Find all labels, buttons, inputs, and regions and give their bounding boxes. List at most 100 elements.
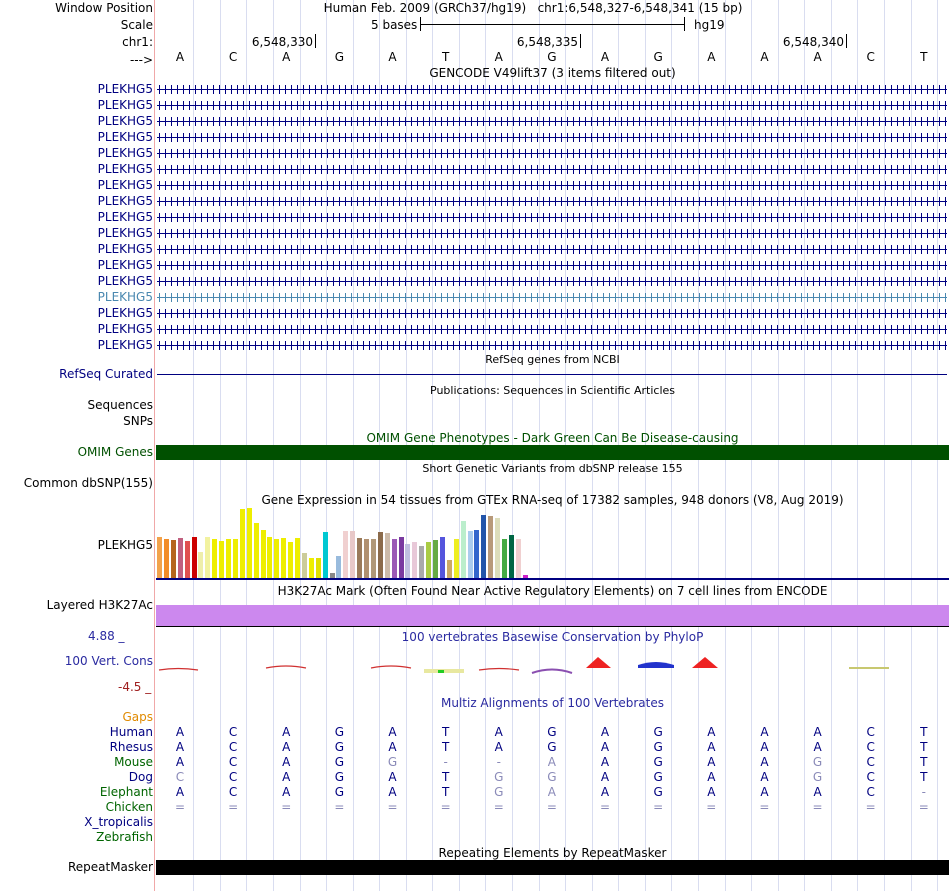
- gtex-tissue-bar[interactable]: [474, 530, 480, 578]
- gtex-tissue-bar[interactable]: [212, 539, 218, 578]
- gtex-tissue-bar[interactable]: [267, 537, 273, 578]
- gencode-transcript[interactable]: [157, 325, 947, 334]
- gtex-tissue-bar[interactable]: [343, 531, 349, 578]
- multiz-species-label[interactable]: Rhesus: [109, 740, 153, 754]
- gtex-tissue-bar[interactable]: [405, 544, 411, 578]
- gencode-gene-label[interactable]: PLEKHG5: [97, 162, 153, 176]
- gtex-tissue-bar[interactable]: [460, 521, 466, 578]
- gencode-transcript[interactable]: [157, 165, 947, 174]
- gtex-tissue-bar[interactable]: [522, 575, 528, 578]
- gtex-tissue-bar[interactable]: [157, 537, 162, 578]
- gtex-tissue-bar[interactable]: [315, 558, 321, 578]
- gencode-transcript[interactable]: [157, 213, 947, 222]
- omim-gene-bar[interactable]: [156, 445, 949, 460]
- gtex-tissue-bar[interactable]: [253, 523, 259, 578]
- gtex-tissue-bar[interactable]: [439, 537, 445, 578]
- gtex-tissue-bar[interactable]: [260, 530, 266, 578]
- gtex-tissue-bar[interactable]: [226, 539, 231, 578]
- gtex-tissue-bar[interactable]: [508, 535, 514, 578]
- gtex-tissue-bar[interactable]: [336, 556, 342, 578]
- gtex-tissue-bar[interactable]: [205, 537, 211, 578]
- gtex-tissue-bar[interactable]: [495, 518, 501, 578]
- phylop-conservation-plot[interactable]: [156, 645, 949, 680]
- multiz-species-label[interactable]: Chicken: [105, 800, 153, 814]
- gtex-tissue-bar[interactable]: [467, 531, 473, 578]
- gtex-tissue-bar[interactable]: [219, 541, 225, 578]
- gtex-tissue-bar[interactable]: [198, 552, 204, 578]
- gtex-tissue-bar[interactable]: [281, 538, 287, 578]
- gtex-tissue-bar[interactable]: [515, 539, 521, 578]
- gencode-gene-label[interactable]: PLEKHG5: [97, 130, 153, 144]
- multiz-species-label[interactable]: Human: [109, 725, 153, 739]
- gencode-transcript[interactable]: [157, 293, 947, 302]
- gtex-tissue-bar[interactable]: [288, 542, 294, 578]
- repeatmasker-label[interactable]: RepeatMasker: [67, 860, 153, 874]
- publications-sequences-label[interactable]: Sequences: [87, 398, 153, 412]
- gtex-tissue-bar[interactable]: [184, 541, 190, 578]
- gencode-gene-label[interactable]: PLEKHG5: [97, 242, 153, 256]
- gtex-tissue-bar[interactable]: [329, 573, 335, 578]
- gtex-tissue-bar[interactable]: [446, 560, 452, 578]
- gencode-gene-label[interactable]: PLEKHG5: [97, 274, 153, 288]
- multiz-species-label[interactable]: Elephant: [99, 785, 153, 799]
- gencode-transcript[interactable]: [157, 85, 947, 94]
- gtex-tissue-bar[interactable]: [170, 540, 176, 578]
- gtex-tissue-bar[interactable]: [177, 538, 183, 578]
- gtex-tissue-bar[interactable]: [384, 533, 390, 578]
- gtex-tissue-bar[interactable]: [433, 540, 438, 578]
- gtex-tissue-bar[interactable]: [239, 509, 245, 578]
- gtex-bar-chart[interactable]: [156, 508, 949, 578]
- gtex-tissue-bar[interactable]: [391, 539, 397, 578]
- gtex-tissue-bar[interactable]: [370, 539, 376, 578]
- gencode-gene-label[interactable]: PLEKHG5: [97, 82, 153, 96]
- gencode-gene-label[interactable]: PLEKHG5: [97, 322, 153, 336]
- gtex-tissue-bar[interactable]: [357, 538, 363, 578]
- gencode-transcript[interactable]: [157, 117, 947, 126]
- gencode-gene-label[interactable]: PLEKHG5: [97, 178, 153, 192]
- h3k27ac-signal-bar[interactable]: [156, 605, 949, 626]
- gtex-tissue-bar[interactable]: [426, 542, 432, 578]
- gencode-transcript[interactable]: [157, 229, 947, 238]
- gencode-transcript[interactable]: [157, 181, 947, 190]
- gtex-tissue-bar[interactable]: [163, 539, 169, 578]
- gtex-tissue-bar[interactable]: [295, 538, 300, 578]
- refseq-gene-line[interactable]: [157, 374, 947, 375]
- multiz-species-label[interactable]: Zebrafish: [96, 830, 153, 844]
- refseq-curated-label[interactable]: RefSeq Curated: [59, 367, 153, 381]
- gencode-gene-label[interactable]: PLEKHG5: [97, 338, 153, 352]
- gtex-tissue-bar[interactable]: [377, 532, 383, 578]
- gtex-tissue-bar[interactable]: [502, 539, 507, 578]
- gencode-gene-label[interactable]: PLEKHG5: [97, 290, 153, 304]
- gtex-tissue-bar[interactable]: [350, 531, 356, 578]
- gtex-tissue-bar[interactable]: [322, 532, 328, 578]
- gencode-gene-label[interactable]: PLEKHG5: [97, 306, 153, 320]
- gencode-gene-label[interactable]: PLEKHG5: [97, 194, 153, 208]
- omim-genes-label[interactable]: OMIM Genes: [77, 445, 153, 459]
- gencode-gene-label[interactable]: PLEKHG5: [97, 98, 153, 112]
- gtex-tissue-bar[interactable]: [364, 539, 369, 578]
- gtex-tissue-bar[interactable]: [274, 539, 280, 578]
- gencode-gene-label[interactable]: PLEKHG5: [97, 210, 153, 224]
- gtex-tissue-bar[interactable]: [246, 508, 252, 578]
- gtex-tissue-bar[interactable]: [398, 537, 404, 578]
- gtex-gene-label[interactable]: PLEKHG5: [97, 538, 153, 552]
- gencode-transcript[interactable]: [157, 149, 947, 158]
- gencode-gene-label[interactable]: PLEKHG5: [97, 258, 153, 272]
- repeatmasker-element-bar[interactable]: [156, 860, 949, 875]
- gtex-tissue-bar[interactable]: [412, 542, 418, 578]
- gencode-transcript[interactable]: [157, 245, 947, 254]
- gtex-tissue-bar[interactable]: [419, 546, 425, 578]
- multiz-species-label[interactable]: Dog: [128, 770, 153, 784]
- dbsnp-label[interactable]: Common dbSNP(155): [23, 476, 153, 490]
- gtex-tissue-bar[interactable]: [232, 539, 238, 578]
- gtex-tissue-bar[interactable]: [308, 558, 314, 578]
- gencode-gene-label[interactable]: PLEKHG5: [97, 146, 153, 160]
- gencode-gene-label[interactable]: PLEKHG5: [97, 226, 153, 240]
- multiz-species-label[interactable]: X_tropicalis: [84, 815, 153, 829]
- gencode-gene-label[interactable]: PLEKHG5: [97, 114, 153, 128]
- gtex-tissue-bar[interactable]: [301, 553, 307, 578]
- multiz-species-label[interactable]: Mouse: [114, 755, 153, 769]
- gtex-tissue-bar[interactable]: [488, 516, 494, 578]
- phylop-label[interactable]: 100 Vert. Cons: [64, 654, 153, 668]
- gtex-tissue-bar[interactable]: [191, 537, 197, 578]
